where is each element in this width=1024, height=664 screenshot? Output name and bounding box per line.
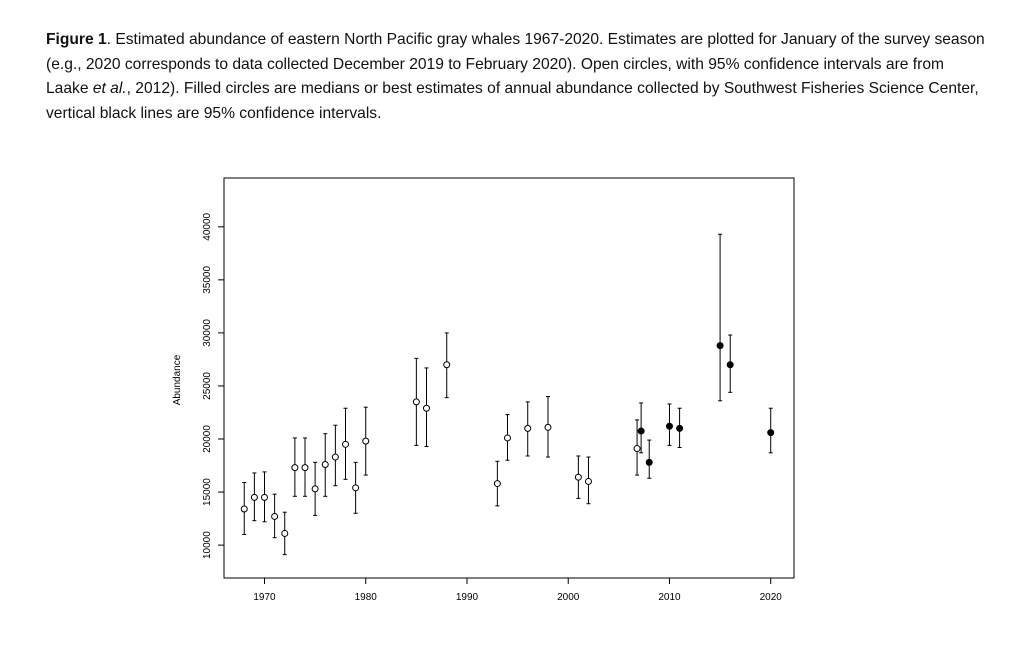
caption-text: . Estimated abundance of eastern North P… — [46, 31, 985, 97]
point — [524, 424, 532, 432]
y-tick-label: 20000 — [202, 425, 213, 453]
x-tick-label: 2020 — [760, 592, 783, 603]
point — [301, 464, 309, 472]
plot-frame — [223, 177, 795, 579]
point — [633, 445, 641, 453]
point — [716, 342, 724, 350]
point — [637, 427, 645, 435]
point — [240, 505, 248, 513]
point — [493, 480, 501, 488]
caption-label: Figure 1 — [46, 31, 107, 48]
point — [767, 429, 775, 437]
point — [281, 529, 289, 537]
x-tick-label: 2010 — [658, 592, 681, 603]
point — [422, 404, 430, 412]
x-tick-label: 1970 — [253, 592, 276, 603]
caption-text: , 2012). Filled circles are medians or b… — [46, 80, 979, 122]
point — [352, 484, 360, 492]
point — [574, 473, 582, 481]
point — [362, 437, 370, 445]
x-tick-label: 2000 — [557, 592, 580, 603]
caption-italic: et al. — [92, 80, 127, 97]
y-tick-label: 40000 — [202, 212, 213, 240]
point — [665, 422, 673, 430]
point — [412, 398, 420, 406]
point — [250, 493, 258, 501]
point — [271, 512, 279, 520]
y-tick-label: 30000 — [202, 319, 213, 347]
point — [291, 464, 299, 472]
y-tick-label: 10000 — [202, 531, 213, 559]
point — [321, 460, 329, 468]
point — [443, 361, 451, 369]
point — [676, 424, 684, 432]
point — [584, 477, 592, 485]
point — [645, 458, 653, 466]
y-tick-label: 35000 — [202, 266, 213, 294]
figure-caption: Figure 1. Estimated abundance of eastern… — [46, 28, 986, 126]
x-tick-label: 1990 — [456, 592, 479, 603]
point — [726, 361, 734, 369]
point — [260, 493, 268, 501]
y-axis-label: Abundance — [172, 354, 183, 405]
y-tick-label: 15000 — [202, 478, 213, 506]
point — [331, 453, 339, 461]
point — [341, 440, 349, 448]
point — [544, 423, 552, 431]
y-tick-label: 25000 — [202, 372, 213, 400]
point — [311, 485, 319, 493]
point — [503, 434, 511, 442]
x-tick-label: 1980 — [355, 592, 378, 603]
